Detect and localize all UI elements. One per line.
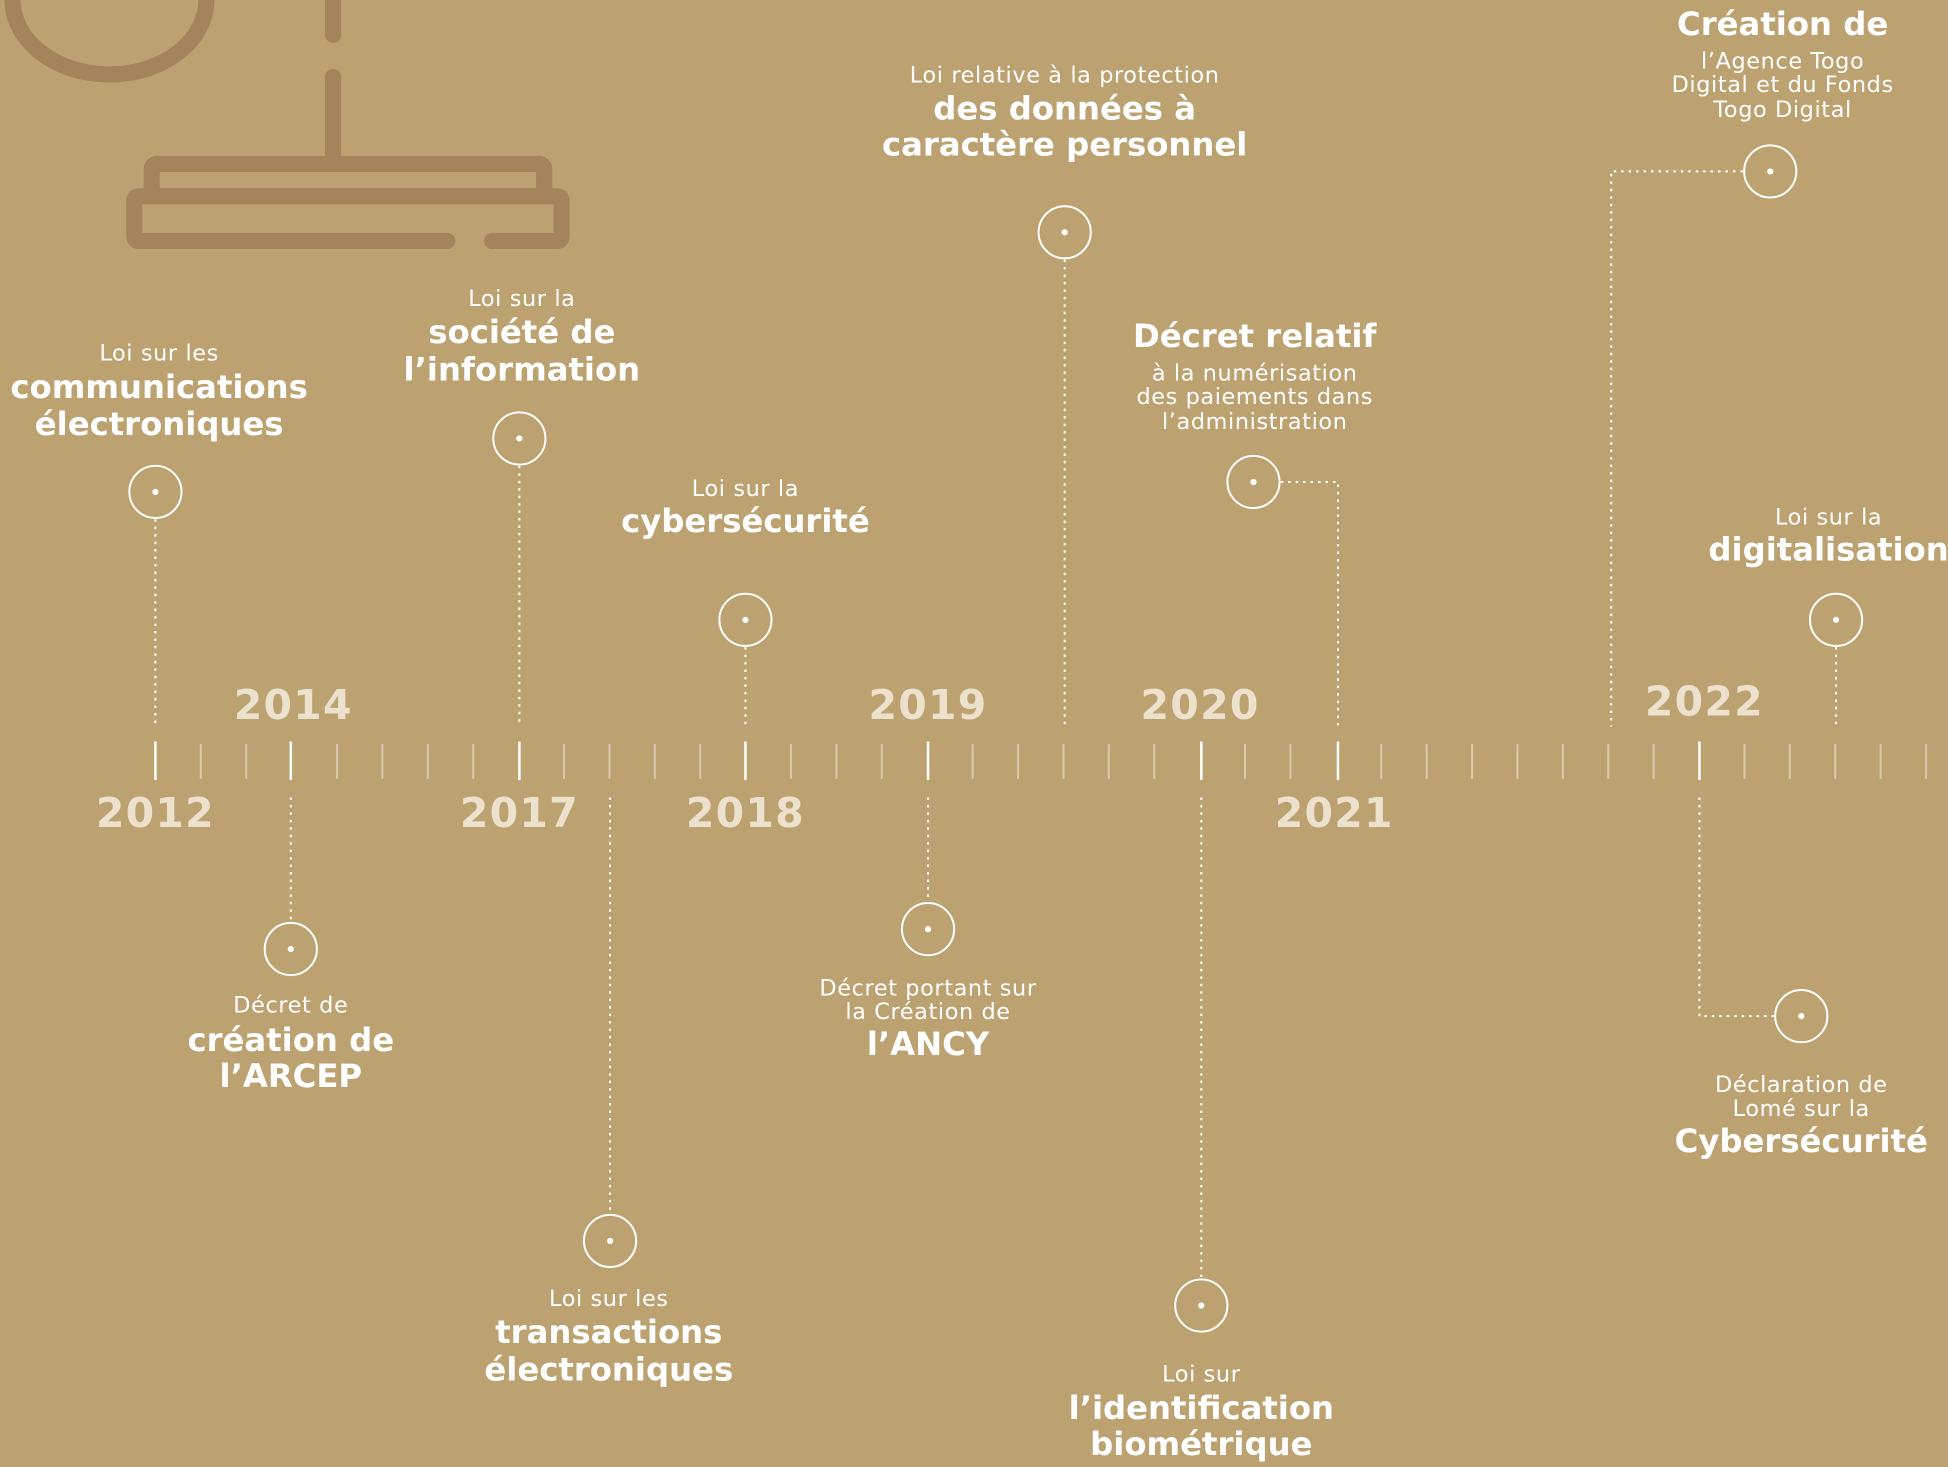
event-title: électroniques [35,405,284,443]
event-text: à la numérisation [1152,360,1358,386]
marker-dot [152,489,158,495]
marker-dot [1250,479,1256,485]
event-title: cybersécurité [621,502,870,540]
event-text: Déclaration de [1715,1072,1888,1098]
event-title: biométrique [1090,1425,1312,1463]
page: 2012 2014 2017 2018 2019 2020 2021 2022 Loi sur … [0,0,1948,1467]
event-title: caractère personnel [882,126,1247,164]
marker-dot [1198,1302,1204,1308]
year-label: 2022 [1645,677,1764,725]
year-label: 2019 [869,681,988,729]
year-label: 2020 [1141,681,1260,729]
event-title: Cybersécurité [1675,1122,1928,1160]
event-text: Loi sur la [692,476,799,502]
event-text: Togo Digital [1712,97,1851,123]
event-text: des paiements dans [1136,384,1373,410]
event-text: Loi relative à la protection [910,62,1220,88]
event-text: Loi sur les [99,341,219,367]
event-title: l’information [404,350,641,388]
event-text: Lomé sur la [1733,1096,1870,1122]
timeline: 2012 2014 2017 2018 2019 2020 2021 2022 Loi sur … [0,0,1948,1467]
year-label: 2017 [460,789,579,837]
background [0,0,1948,1467]
event-text: Loi sur les [549,1286,669,1312]
marker-dot [1798,1013,1804,1019]
marker-dot [516,435,522,441]
marker-dot [1833,617,1839,623]
marker-dot [1767,168,1773,174]
event-text: l’Agence Togo [1701,49,1864,75]
event-title: des données à [933,90,1196,128]
event-title: société de [428,313,615,351]
event-title: communications [10,368,307,406]
marker-dot [1062,229,1068,235]
year-label: 2014 [234,681,353,729]
event-text: Loi sur [1162,1362,1241,1388]
event-title: électroniques [484,1350,733,1388]
year-label: 2012 [96,789,215,837]
marker-dot [607,1238,613,1244]
event-text: Loi sur la [1775,504,1882,530]
event-title: transactions [495,1313,722,1351]
event-title: digitalisation [1708,531,1948,569]
event-text: Décret de [233,993,348,1019]
marker-dot [925,926,931,932]
event-title: l’identification [1069,1389,1334,1427]
event-title: l’ARCEP [220,1057,363,1095]
event-text: Loi sur la [468,286,575,312]
event-text: l’administration [1162,409,1348,435]
event-text: Décret portant sur [819,975,1036,1001]
event-title: l’ANCY [867,1025,990,1063]
event-title: Décret relatif [1133,317,1377,355]
event-text: Digital et du Fonds [1672,72,1894,98]
year-label: 2021 [1275,789,1394,837]
marker-dot [742,617,748,623]
year-label: 2018 [686,789,805,837]
event-title: Création de [1677,5,1888,43]
event-title: création de [187,1021,394,1059]
event-text: la Création de [845,999,1010,1025]
marker-dot [288,946,294,952]
